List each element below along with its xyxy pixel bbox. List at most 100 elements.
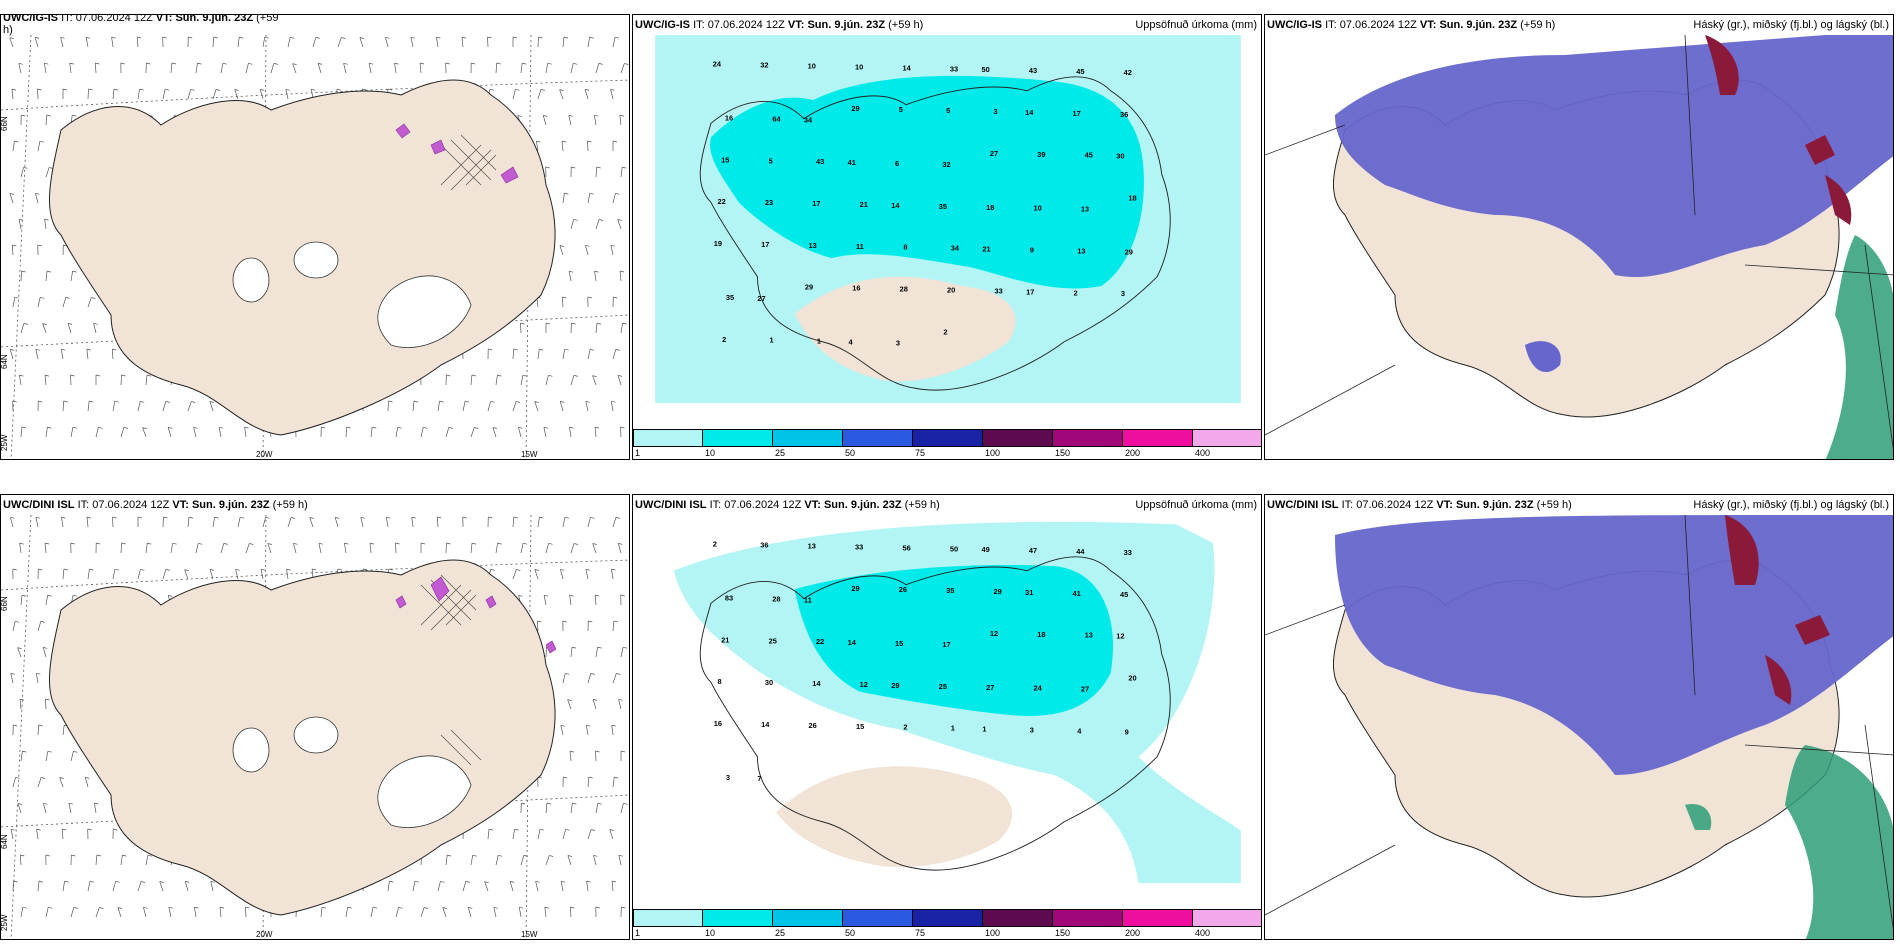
wind-barb (492, 427, 497, 438)
colorbar-level-label: 150 (1055, 928, 1071, 938)
colorbar-level-label: 25 (775, 928, 786, 938)
wind-barb-feather (614, 776, 619, 779)
field-title: Háský (gr.), miðský (fj.bl.) og lágský (… (1693, 499, 1889, 511)
valid-time: Sun. 9.jún. 23Z (191, 499, 270, 511)
wind-barb (37, 621, 42, 632)
wind-barb (87, 569, 90, 580)
wind-barb (461, 37, 464, 48)
colorbar-level-label: 75 (915, 928, 926, 938)
precip-value-label: 7 (757, 774, 761, 783)
wind-barb-feather (49, 167, 54, 169)
wind-barb-feather (411, 516, 416, 519)
wind-barb-feather (137, 516, 143, 519)
wind-barb (60, 37, 64, 48)
cloud-map-panel-bottom: UWC/DINI ISL IT: 07.06.2024 12Z VT: Sun.… (1264, 494, 1894, 940)
wind-barb (612, 37, 616, 48)
precip-value-label: 14 (812, 679, 821, 688)
wind-barb-feather (22, 906, 27, 909)
colorbar-swatch (1053, 429, 1123, 447)
wind-barb (312, 37, 317, 48)
wind-barb-feather (369, 62, 374, 65)
wind-barb (137, 881, 142, 892)
wind-barb (545, 375, 549, 386)
wind-barb-feather (89, 400, 94, 403)
precip-value-label: 44 (1076, 547, 1085, 556)
wind-barb-feather (285, 88, 290, 91)
precip-value-label: 43 (1029, 66, 1037, 75)
wind-barb (19, 854, 22, 866)
precip-value-label: 34 (804, 115, 813, 124)
wind-barb-feather (89, 568, 94, 571)
wind-barb-feather (210, 569, 215, 571)
wind-barb (85, 37, 89, 48)
lead-time: (+59 h) (888, 19, 924, 31)
wind-barb-feather (45, 542, 50, 545)
wind-barb-feather (590, 516, 595, 519)
wind-barb (137, 569, 141, 580)
colorbar-swatch (1123, 909, 1193, 927)
wind-barb-feather (40, 296, 45, 299)
precip-value-label: 25 (939, 682, 947, 691)
wind-barb-feather (140, 568, 145, 571)
glacier-vatnajokull (377, 755, 472, 828)
wind-barb (618, 699, 622, 710)
field-title: Háský (gr.), miðský (fj.bl.) og lágský (… (1693, 19, 1889, 31)
wind-barb-feather (623, 646, 628, 649)
wind-barb-feather (21, 426, 26, 429)
wind-barb-feather (23, 166, 28, 169)
wind-barb-feather (62, 88, 68, 91)
wind-barb (462, 881, 467, 892)
wind-barb-feather (522, 62, 527, 65)
wind-barb (512, 401, 517, 412)
snow-hatch (420, 574, 482, 766)
wind-barb-feather (518, 426, 523, 429)
wind-barb (287, 517, 292, 528)
wind-barb-feather (617, 219, 622, 221)
precip-value-label: 21 (860, 200, 868, 209)
lon-label-15w: 15W (521, 930, 538, 939)
wind-barb (62, 297, 67, 308)
wind-barb-feather (168, 595, 173, 597)
wind-barb-feather (518, 594, 523, 597)
wind-barb (544, 907, 547, 918)
wind-barb-feather (413, 400, 419, 403)
wind-barb-feather (12, 400, 17, 403)
init-time: 07.06.2024 12Z (75, 14, 153, 24)
wind-barb (543, 427, 547, 438)
field-title: Uppsöfnuð úrkoma (mm) (1135, 19, 1257, 31)
wind-barb (35, 193, 39, 204)
init-time: 07.06.2024 12Z (1339, 19, 1417, 31)
wind-map: 66N 64N 25W 20W 15W (1, 515, 629, 939)
wind-barb (87, 297, 92, 308)
precip-value-label: 4 (1077, 726, 1082, 735)
wind-barb-feather (573, 375, 578, 377)
panel-header: UWC/DINI ISL IT: 07.06.2024 12Z VT: Sun.… (3, 499, 308, 511)
wind-barb-feather (362, 88, 367, 91)
wind-barb-feather (38, 724, 43, 727)
wind-barb-feather (12, 244, 17, 247)
wind-barb (534, 569, 539, 580)
wind-barb (370, 427, 373, 438)
wind-barb (59, 777, 64, 788)
wind-barb-feather (293, 542, 298, 545)
wind-barb-feather (590, 673, 595, 675)
wind-barb-feather (343, 62, 348, 65)
wind-barb-feather (545, 166, 550, 169)
precip-value-label: 43 (816, 157, 824, 166)
wind-barb (37, 141, 41, 152)
wind-barb-feather (88, 88, 93, 91)
wind-barb (95, 907, 100, 918)
wind-barb (360, 517, 364, 528)
high-cloud-area (1725, 515, 1830, 705)
wind-barb-feather (538, 36, 543, 39)
wind-barb-feather (615, 517, 620, 519)
wind-barb (18, 63, 22, 74)
wind-barb (112, 89, 115, 100)
precip-value-label: 16 (714, 719, 722, 728)
wind-barb (470, 855, 474, 866)
wind-barb-feather (586, 880, 591, 883)
wind-barb (394, 63, 397, 74)
wind-barb-feather (15, 620, 20, 623)
wind-barb-feather (73, 907, 78, 909)
